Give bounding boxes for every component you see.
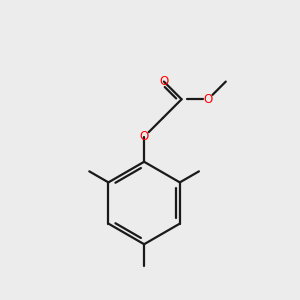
- Text: O: O: [140, 130, 149, 143]
- Text: O: O: [159, 75, 169, 88]
- Text: O: O: [203, 93, 213, 106]
